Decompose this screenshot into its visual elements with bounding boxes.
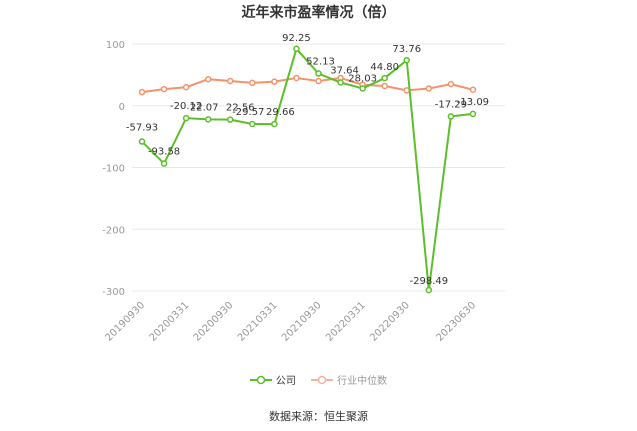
industry-data-point: [425, 85, 433, 92]
data-label: -93.58: [148, 147, 180, 158]
company-data-point: [469, 110, 477, 118]
industry-data-point: [138, 88, 146, 96]
industry-data-point: [227, 77, 234, 85]
grid-lines: [132, 43, 505, 292]
y-tick-label: -300: [102, 287, 125, 298]
data-label: -17.29: [435, 99, 467, 110]
industry-data-point: [249, 79, 256, 87]
company-data-point: [182, 114, 190, 122]
data-label: -20.12: [170, 101, 202, 112]
x-tick-label: 20210331: [236, 300, 280, 344]
legend-industry-marker-icon: [311, 375, 334, 384]
legend-industry-label: 行业中位数: [337, 376, 388, 387]
industry-data-point: [469, 86, 477, 93]
company-data-point: [204, 116, 212, 123]
x-tick-label: 20200331: [148, 300, 192, 344]
industry-data-point: [160, 85, 168, 93]
data-label: 22.56: [226, 103, 255, 114]
chart-legend: 公司 行业中位数: [0, 372, 637, 388]
company-data-point: [425, 286, 433, 294]
industry-data-point: [182, 83, 190, 91]
industry-data-point: [447, 80, 455, 88]
company-data-point: [293, 45, 300, 53]
legend-item-industry[interactable]: 行业中位数: [311, 372, 387, 387]
x-tick-label: 20190930: [104, 300, 148, 344]
data-label: 28.03: [348, 73, 377, 84]
data-label: -29.57: [232, 107, 264, 118]
chart-title: 近年来市盈率情况（倍）: [241, 5, 396, 21]
data-label: 22.07: [190, 102, 219, 113]
company-data-point: [138, 138, 146, 145]
series-lines: [138, 45, 477, 294]
data-label: -13.09: [457, 97, 489, 108]
data-source-note: 数据来源：恒生聚源: [269, 410, 368, 423]
industry-data-point: [293, 74, 300, 82]
industry-data-point: [381, 82, 388, 90]
y-axis-ticks: 100 0 -100 -200 -300: [102, 40, 125, 298]
x-axis-ticks: 20190930 20200331 20200930 20210331 20210930…: [104, 300, 479, 344]
data-label: 92.25: [282, 33, 311, 44]
data-label: 44.80: [370, 62, 399, 73]
company-data-point: [315, 70, 322, 77]
x-tick-label: 20230630: [434, 300, 478, 344]
legend-company-marker-icon: [249, 375, 272, 384]
x-tick-label: 20200930: [192, 300, 236, 344]
y-tick-label: 100: [106, 40, 125, 51]
company-series-line: [141, 46, 474, 291]
company-data-point: [337, 79, 344, 86]
y-tick-label: 0: [119, 102, 125, 113]
y-tick-label: -100: [102, 164, 125, 175]
industry-data-point: [315, 77, 322, 85]
company-data-point: [160, 160, 168, 167]
x-tick-label: 20220331: [324, 300, 368, 344]
industry-data-point: [271, 78, 278, 85]
company-data-point: [227, 116, 234, 123]
company-data-point: [381, 74, 388, 82]
y-tick-label: -200: [102, 225, 125, 236]
data-label: 37.64: [330, 66, 359, 77]
x-tick-label: 20220930: [368, 300, 412, 344]
company-data-point: [359, 85, 366, 92]
industry-series-line: [141, 76, 474, 94]
company-data-point: [447, 113, 455, 120]
company-data-point: [271, 120, 278, 128]
legend-company-label: 公司: [275, 376, 296, 387]
data-label: 73.76: [392, 44, 421, 55]
company-data-point: [249, 120, 256, 128]
data-label: 52.13: [306, 57, 335, 68]
data-label: 29.66: [266, 107, 295, 118]
x-tick-label: 20210930: [280, 300, 324, 344]
data-label: -57.93: [126, 123, 158, 134]
industry-data-point: [204, 75, 212, 83]
company-data-point: [403, 56, 410, 64]
legend-item-company[interactable]: 公司: [249, 372, 296, 387]
data-label: -298.49: [410, 276, 449, 287]
